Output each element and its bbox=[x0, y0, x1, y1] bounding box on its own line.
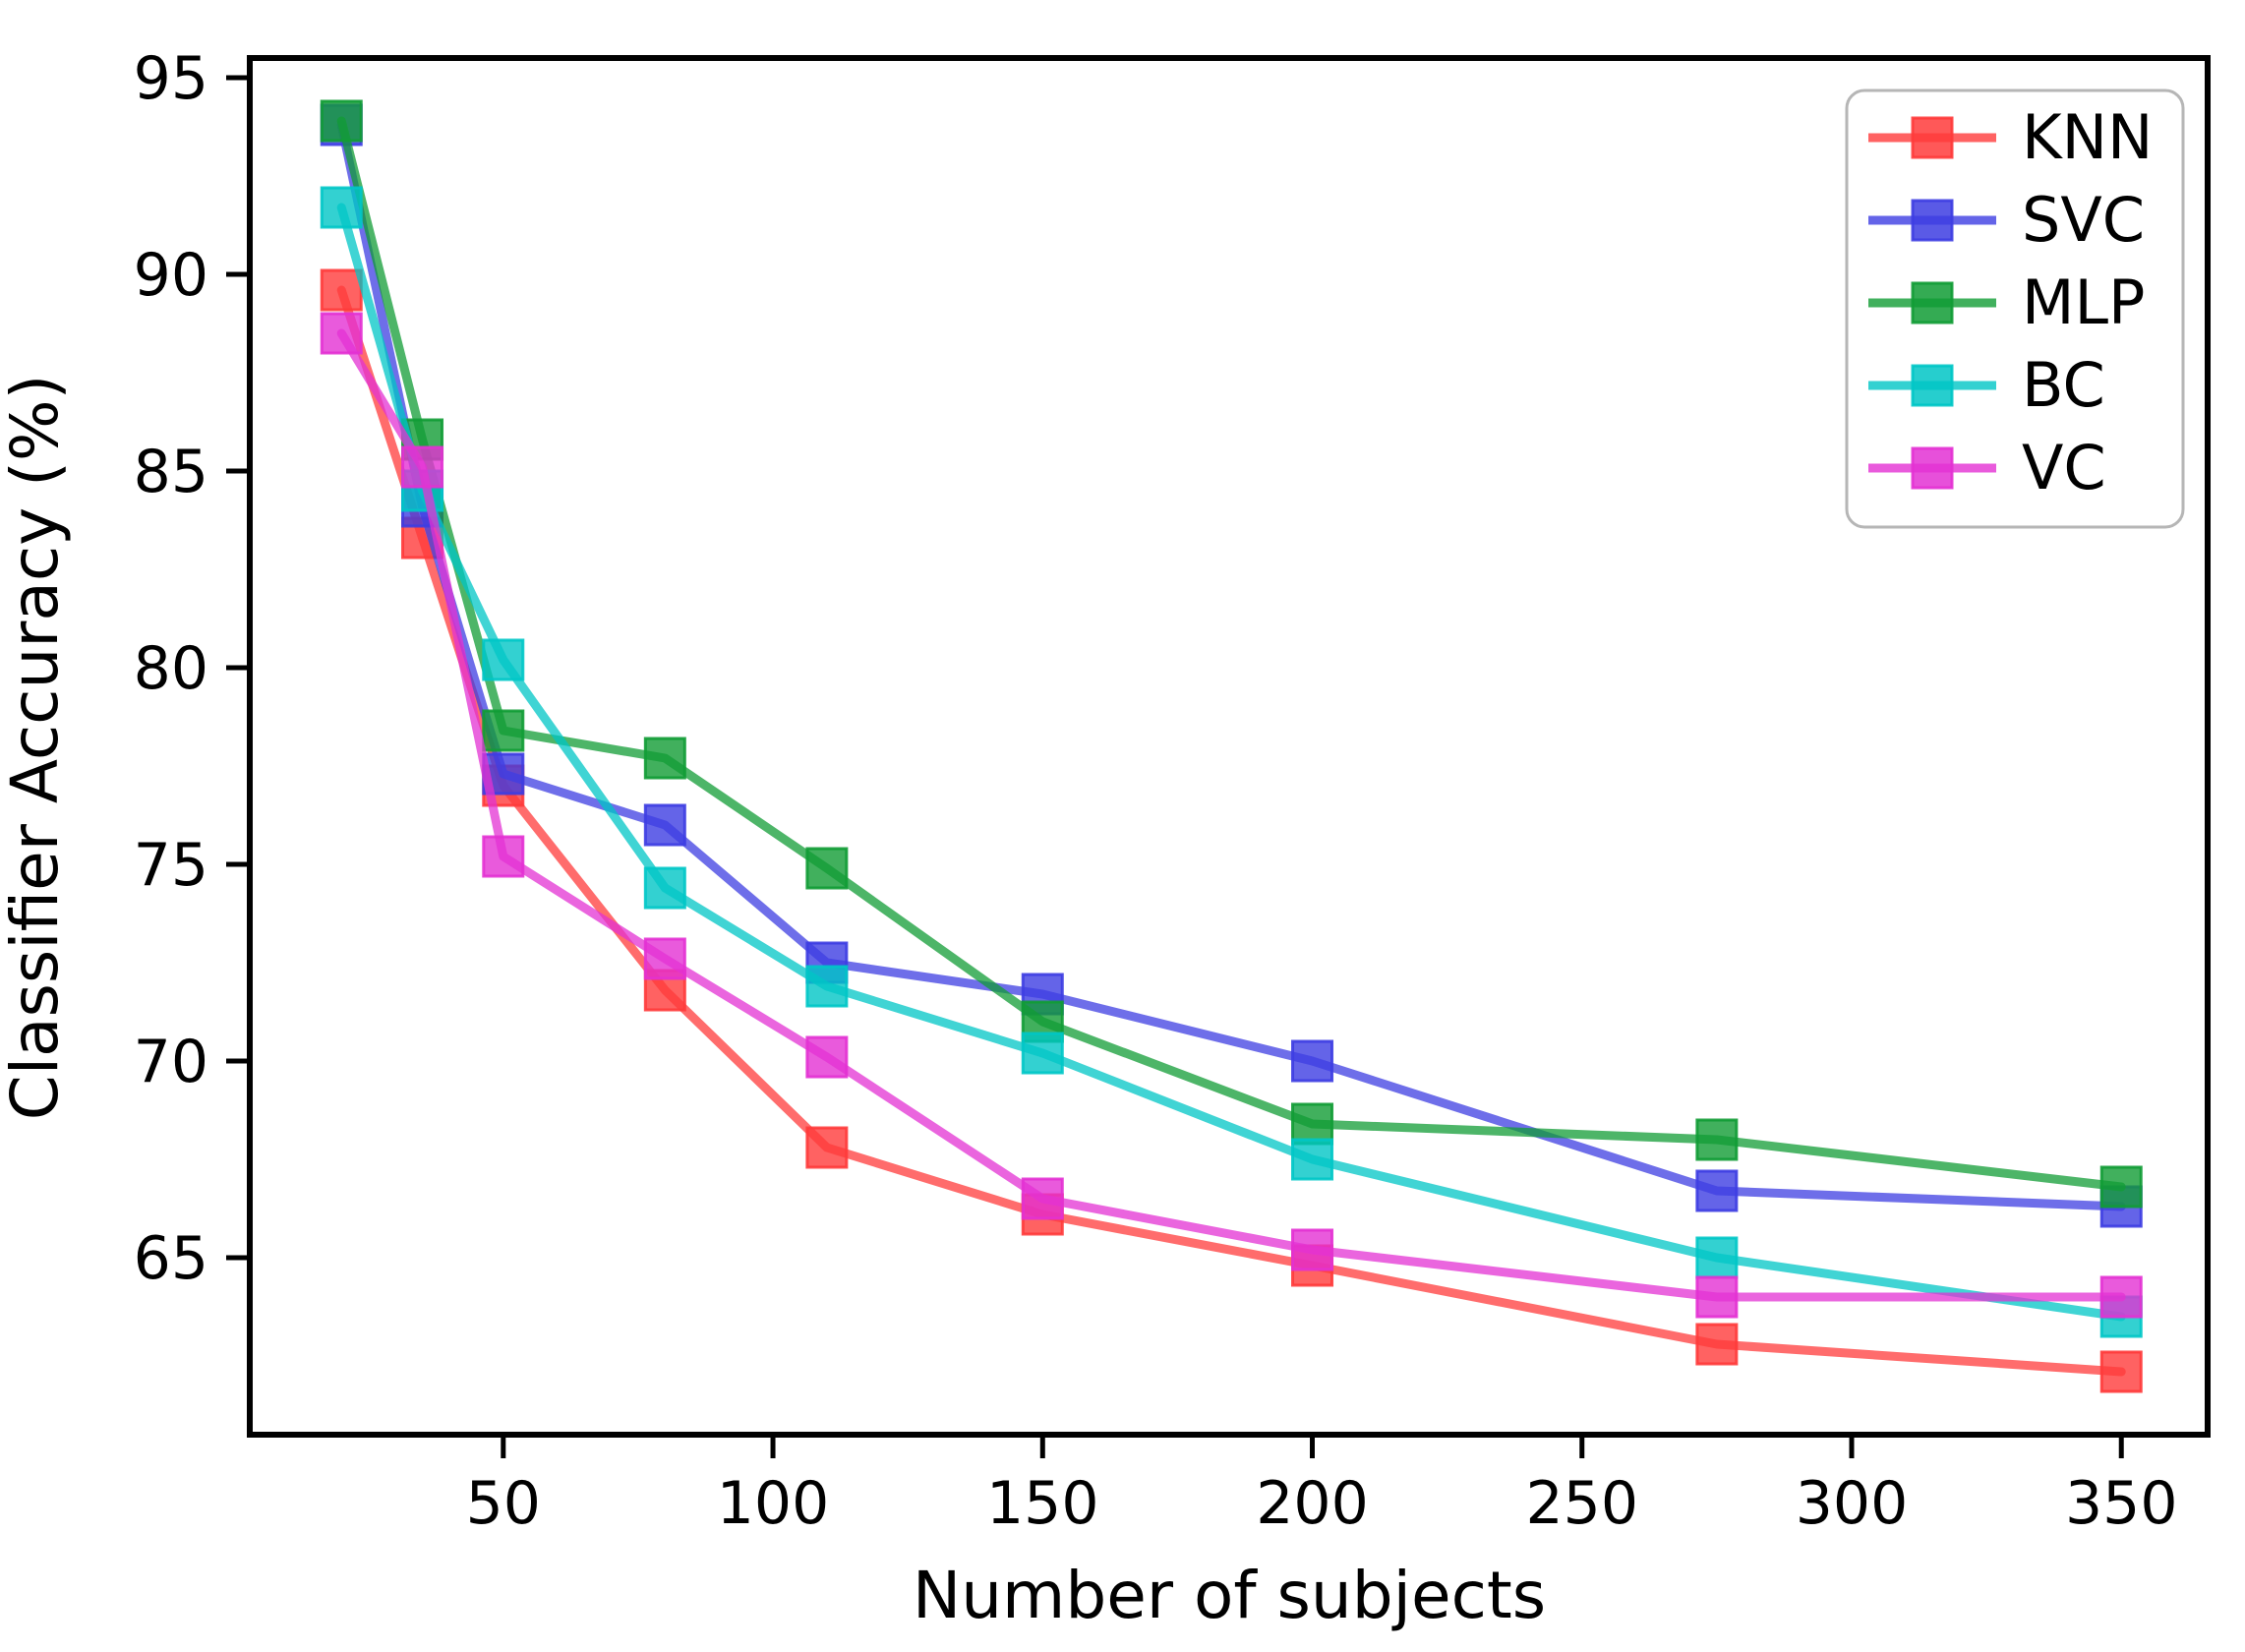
y-tick-label: 75 bbox=[134, 831, 208, 900]
y-tick-label: 80 bbox=[134, 634, 208, 703]
y-tick-label: 65 bbox=[134, 1224, 208, 1293]
legend-label-KNN: KNN bbox=[2022, 101, 2153, 173]
series-marker-VC bbox=[401, 445, 444, 489]
legend-marker-KNN bbox=[1911, 116, 1954, 159]
legend-label-VC: VC bbox=[2022, 432, 2106, 503]
series-marker-VC bbox=[643, 937, 686, 980]
series-marker-KNN bbox=[805, 1126, 849, 1169]
series-marker-SVC bbox=[643, 803, 686, 847]
legend-label-MLP: MLP bbox=[2022, 266, 2145, 338]
series-marker-VC bbox=[320, 312, 363, 355]
series-marker-BC bbox=[643, 866, 686, 910]
series-marker-MLP bbox=[2099, 1165, 2143, 1209]
series-marker-MLP bbox=[1695, 1118, 1739, 1161]
series-marker-VC bbox=[1695, 1275, 1739, 1319]
series-marker-VC bbox=[805, 1035, 849, 1079]
x-tick-label: 200 bbox=[1256, 1469, 1369, 1538]
x-tick-label: 150 bbox=[986, 1469, 1099, 1538]
series-marker-BC bbox=[482, 638, 525, 681]
legend-marker-VC bbox=[1911, 446, 1954, 490]
series-marker-VC bbox=[1291, 1228, 1334, 1271]
x-tick-label: 50 bbox=[466, 1469, 541, 1538]
series-marker-MLP bbox=[1291, 1102, 1334, 1146]
series-marker-BC bbox=[805, 965, 849, 1008]
legend-label-SVC: SVC bbox=[2022, 184, 2145, 256]
x-tick-label: 250 bbox=[1525, 1469, 1638, 1538]
x-tick-label: 350 bbox=[2065, 1469, 2178, 1538]
series-marker-MLP bbox=[482, 709, 525, 752]
series-marker-VC bbox=[2099, 1275, 2143, 1319]
series-marker-KNN bbox=[2099, 1350, 2143, 1393]
series-marker-MLP bbox=[320, 99, 363, 143]
series-marker-SVC bbox=[1291, 1039, 1334, 1083]
legend-label-BC: BC bbox=[2022, 349, 2105, 421]
y-axis-label: Classifier Accuracy (%) bbox=[0, 375, 73, 1121]
series-marker-BC bbox=[320, 186, 363, 229]
x-axis-label: Number of subjects bbox=[913, 1558, 1546, 1633]
series-marker-BC bbox=[1291, 1138, 1334, 1181]
y-tick-label: 95 bbox=[134, 44, 208, 113]
y-tick-label: 85 bbox=[134, 438, 208, 506]
series-marker-BC bbox=[1021, 1032, 1064, 1075]
series-marker-MLP bbox=[643, 737, 686, 780]
series-marker-MLP bbox=[805, 847, 849, 890]
series-marker-VC bbox=[482, 835, 525, 878]
series-marker-BC bbox=[1695, 1236, 1739, 1279]
y-tick-label: 70 bbox=[134, 1028, 208, 1096]
series-marker-SVC bbox=[1695, 1169, 1739, 1212]
legend-marker-MLP bbox=[1911, 281, 1954, 324]
plot-border bbox=[247, 55, 2211, 1438]
legend-marker-SVC bbox=[1911, 199, 1954, 242]
series-marker-KNN bbox=[320, 268, 363, 312]
series-marker-VC bbox=[1021, 1177, 1064, 1220]
legend-marker-BC bbox=[1911, 364, 1954, 407]
series-marker-KNN bbox=[1695, 1323, 1739, 1366]
y-tick-label: 90 bbox=[134, 241, 208, 310]
x-tick-label: 100 bbox=[717, 1469, 830, 1538]
x-tick-label: 300 bbox=[1796, 1469, 1909, 1538]
